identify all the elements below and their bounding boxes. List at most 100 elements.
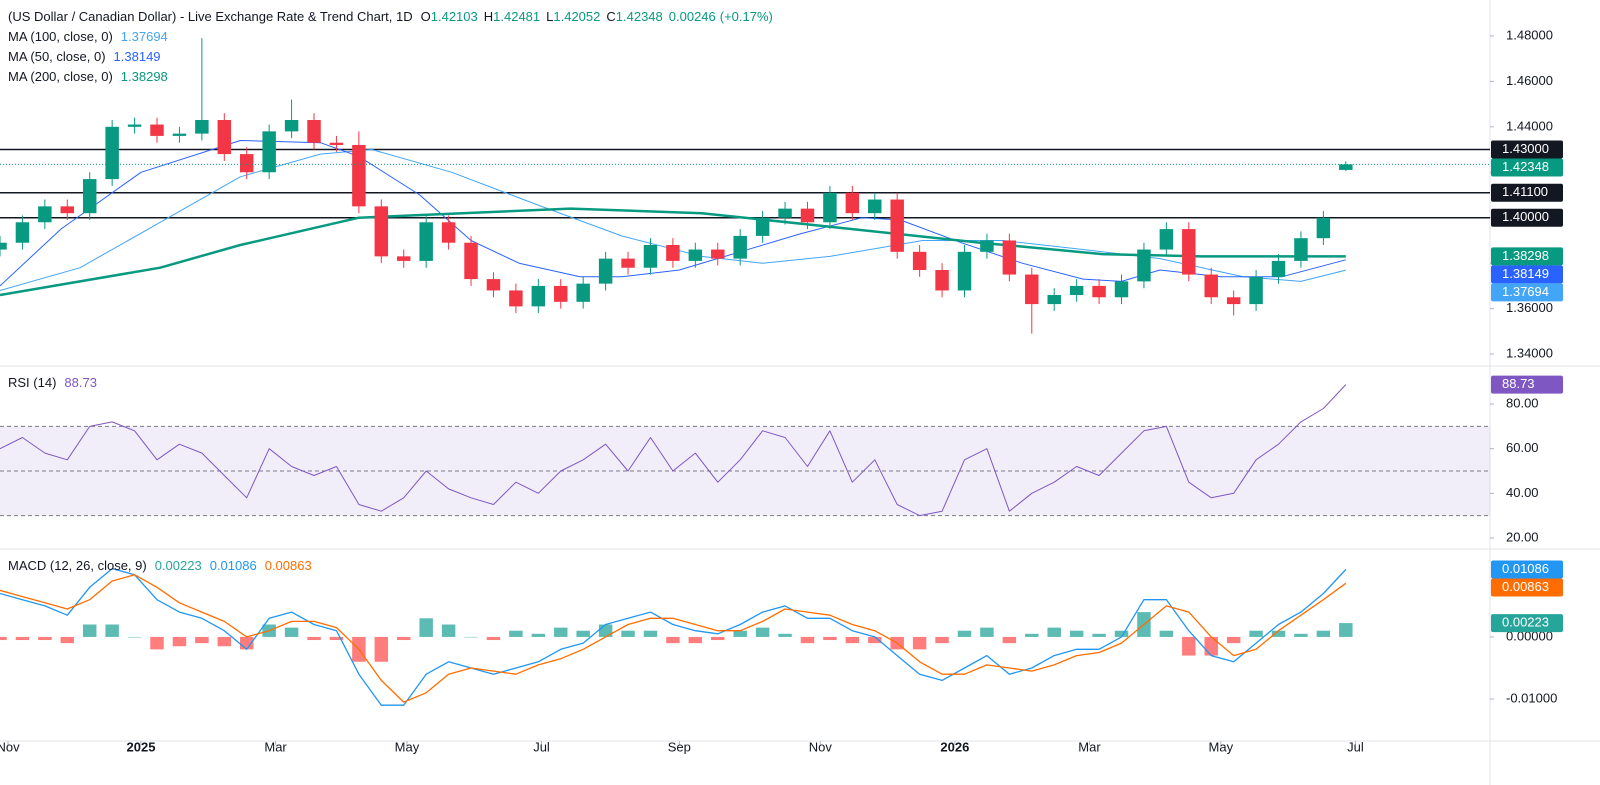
candle-body <box>1226 297 1241 305</box>
candle-body <box>980 240 994 252</box>
price-label: 1.41100 <box>1502 184 1548 199</box>
histogram-bar <box>621 630 635 637</box>
macd-line <box>0 574 1347 703</box>
histogram-bar <box>441 624 456 637</box>
histogram-bar <box>509 630 523 637</box>
legend-name: RSI (14) <box>8 375 56 390</box>
candle-body <box>127 124 142 127</box>
candle-body <box>1182 229 1196 275</box>
candle-body <box>733 235 747 259</box>
histogram-bar <box>868 636 882 644</box>
candle-body <box>105 126 119 180</box>
candle-body <box>666 245 680 261</box>
indicator-legend: MACD (12, 26, close, 9) 0.00223 0.01086 0.0… <box>8 558 312 573</box>
indicator-legend: MA (200, close, 0) 1.38298 <box>8 69 168 84</box>
histogram-bar <box>845 636 860 644</box>
y-tick-label: 60.00 <box>1506 440 1539 455</box>
candle-body <box>711 249 725 259</box>
candle-body <box>1002 240 1017 275</box>
candle-body <box>307 120 321 143</box>
histogram-bar <box>1294 633 1308 637</box>
candle-body <box>621 258 635 268</box>
price-label: 1.38149 <box>1502 266 1549 281</box>
candle-body <box>352 145 366 207</box>
candle-body <box>1025 274 1039 305</box>
legend-name: MACD (12, 26, close, 9) <box>8 558 147 573</box>
histogram-bar <box>105 624 119 637</box>
x-tick-label: 2026 <box>940 739 969 754</box>
price-label-bg <box>1491 375 1563 394</box>
candle-body <box>890 199 904 252</box>
price-label-bg <box>1491 247 1563 266</box>
ohlc-label: C <box>606 9 615 24</box>
candle-body <box>262 131 276 173</box>
candle-body <box>374 206 389 257</box>
histogram-bar <box>38 636 52 641</box>
candle-body <box>598 258 613 284</box>
candle-body <box>150 124 164 136</box>
x-tick-label: May <box>1209 739 1234 754</box>
histogram-bar <box>195 636 209 644</box>
x-tick-label: 2025 <box>127 739 156 754</box>
x-tick-label: Mar <box>264 739 287 754</box>
histogram-bar <box>397 636 411 641</box>
macd-line <box>0 567 1347 706</box>
candle-body <box>1137 249 1151 282</box>
histogram-bar <box>800 636 815 644</box>
candle-body <box>778 208 792 218</box>
ohlc-value: 1.42348 <box>616 9 663 24</box>
histogram-bar <box>531 633 546 637</box>
histogram-bar <box>329 636 344 641</box>
rsi-line <box>0 384 1347 517</box>
ohlc-value: 1.42103 <box>431 9 478 24</box>
legend-value: 0.00863 <box>265 558 312 573</box>
y-tick-label: 1.46000 <box>1506 73 1553 88</box>
x-tick-label: Nov <box>809 739 833 754</box>
legend-value: 88.73 <box>64 375 97 390</box>
candle-body <box>935 270 949 291</box>
candle-body <box>486 279 501 291</box>
legend-name: MA (100, close, 0) <box>8 29 113 44</box>
candle-body <box>554 285 568 302</box>
histogram-bar <box>217 636 232 647</box>
histogram-bar <box>643 630 658 637</box>
x-tick-label: Sep <box>668 739 691 754</box>
change-value: 0.00246 <box>669 9 716 24</box>
y-tick-label: 1.48000 <box>1506 27 1553 42</box>
candle-body <box>38 206 52 223</box>
histogram-bar <box>554 627 568 637</box>
candle-body <box>1047 295 1061 305</box>
histogram-bar <box>0 636 7 641</box>
histogram-bar <box>823 636 837 641</box>
histogram-bar <box>15 636 30 641</box>
histogram-bar <box>1271 630 1286 637</box>
price-label-bg <box>1491 283 1563 302</box>
candle-body <box>845 192 860 214</box>
candle-body <box>0 242 7 250</box>
x-tick-label: Jul <box>1347 739 1364 754</box>
candle-body <box>195 120 209 134</box>
histogram-bar <box>1204 636 1218 656</box>
candle-body <box>217 120 232 155</box>
price-label: 0.00223 <box>1502 615 1549 630</box>
y-tick-label: -0.01000 <box>1506 690 1557 705</box>
y-tick-label: 80.00 <box>1506 395 1539 410</box>
x-tick-label: Jul <box>533 739 550 754</box>
candle-body <box>509 290 523 307</box>
histogram-bar <box>688 636 703 644</box>
chart-header: (US Dollar / Canadian Dollar) - Live Exc… <box>8 9 773 24</box>
candle-body <box>1316 217 1331 239</box>
histogram-bar <box>374 636 389 662</box>
candle-body <box>1069 285 1084 295</box>
candle-body <box>912 251 927 270</box>
chart-title: (US Dollar / Canadian Dollar) - Live Exc… <box>8 9 413 24</box>
histogram-bar <box>172 636 187 647</box>
histogram-bar <box>1002 636 1017 644</box>
ohlc-label: L <box>546 9 553 24</box>
candle-body <box>419 222 433 261</box>
candle-body <box>329 142 344 145</box>
candle-body <box>1159 229 1174 250</box>
price-label-bg <box>1491 265 1563 284</box>
